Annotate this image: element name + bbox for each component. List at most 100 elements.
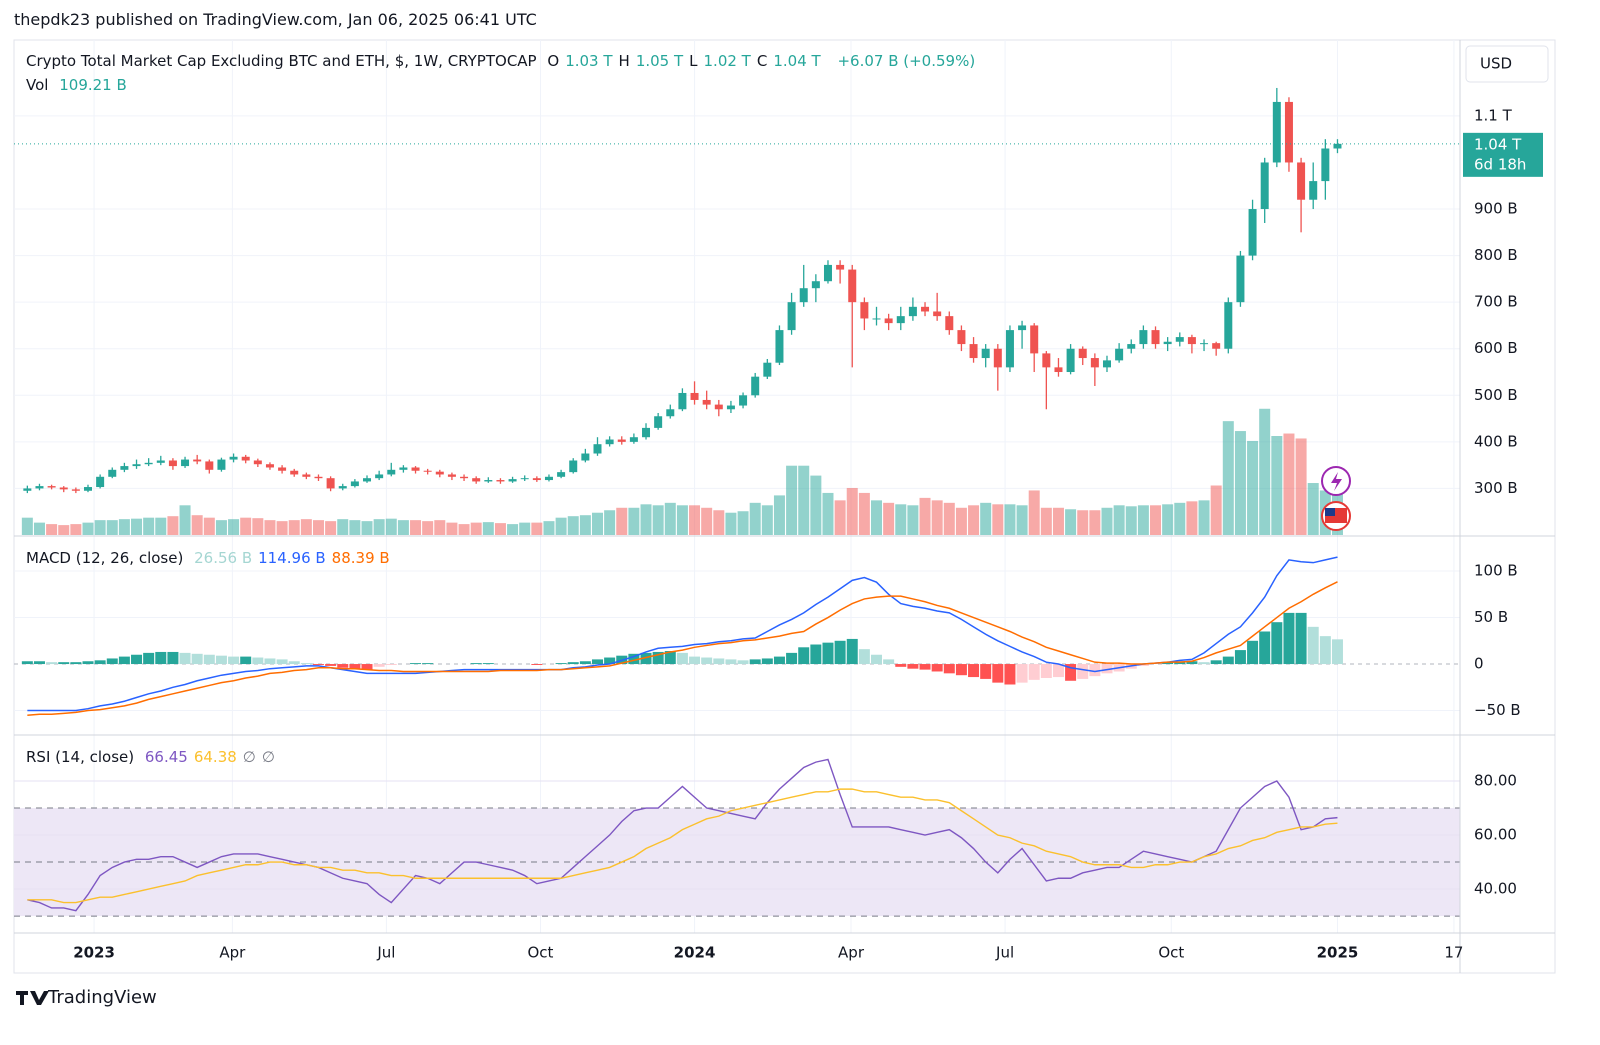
macd-histogram-bar <box>713 658 725 665</box>
volume-bar <box>1150 505 1162 535</box>
macd-histogram-bar <box>215 655 227 665</box>
candle-body <box>120 466 129 470</box>
volume-bar <box>252 518 264 535</box>
volume-bar <box>337 519 349 535</box>
candle-body <box>605 439 614 445</box>
macd-histogram-bar <box>33 661 45 665</box>
volume-bar <box>943 502 955 535</box>
macd-histogram-bar <box>1234 650 1246 665</box>
volume-bar <box>871 500 883 535</box>
candle-body <box>423 470 432 472</box>
macd-histogram-bar <box>361 664 373 670</box>
macd-histogram-bar <box>591 659 603 665</box>
macd-histogram-bar <box>1162 662 1174 665</box>
price-tick-label: 800 B <box>1474 246 1518 264</box>
volume-bar <box>58 525 70 535</box>
volume-bar <box>1259 408 1271 535</box>
volume-bar <box>1004 504 1016 535</box>
ohlc-label: O <box>547 52 560 70</box>
volume-bar <box>373 519 385 535</box>
macd-histogram-bar <box>955 664 967 676</box>
volume-bar <box>470 522 482 535</box>
volume-bar <box>155 517 167 535</box>
candle-body <box>35 486 44 489</box>
macd-histogram-bar <box>773 656 785 665</box>
volume-bar <box>179 505 191 535</box>
macd-histogram-bar <box>567 662 579 665</box>
candle-body <box>496 480 505 482</box>
macd-histogram-bar <box>689 656 701 665</box>
volume-bar <box>1162 504 1174 535</box>
macd-histogram-bar <box>482 663 494 665</box>
macd-histogram-bar <box>1040 664 1052 678</box>
price-tick-label: 500 B <box>1474 386 1518 404</box>
volume-legend: Vol 109.21 B <box>26 75 133 95</box>
candle-body <box>399 467 408 470</box>
volume-bar <box>1295 438 1307 535</box>
volume-bar <box>980 502 992 535</box>
volume-bar <box>1028 490 1040 535</box>
macd-histogram-bar <box>203 654 215 665</box>
volume-bar <box>567 516 579 535</box>
volume-bar <box>203 517 215 535</box>
candle-body <box>193 459 202 462</box>
candle-body <box>690 392 699 400</box>
macd-histogram-bar <box>1259 631 1271 665</box>
macd-histogram-bar <box>822 642 834 665</box>
macd-histogram-bar <box>1004 664 1016 685</box>
volume-bar <box>689 505 701 535</box>
rsi-title: RSI (14, close) <box>26 748 135 766</box>
volume-bar <box>1247 440 1259 535</box>
macd-histogram-bar <box>1137 664 1149 666</box>
candle-body <box>338 486 347 489</box>
candle-body <box>1054 367 1063 373</box>
macd-histogram-bar <box>1016 664 1028 683</box>
candle-body <box>1115 348 1124 361</box>
volume-bar <box>1307 483 1319 535</box>
ohlc-values: O 1.03 T H 1.05 T L 1.02 T C 1.04 T <box>547 52 826 70</box>
macd-histogram-bar <box>155 651 167 665</box>
candle-body <box>642 427 651 438</box>
macd-histogram-bar <box>1295 612 1307 665</box>
ohlc-label: L <box>689 52 698 70</box>
candle-body <box>811 281 820 289</box>
rsi-tick-label: 80.00 <box>1474 772 1517 790</box>
macd-histogram-bar <box>786 652 798 665</box>
volume-bar <box>1222 421 1234 535</box>
volume-bar <box>737 511 749 535</box>
macd-histogram-bar <box>167 651 179 665</box>
volume-bar <box>288 520 300 535</box>
candle-body <box>1297 162 1306 200</box>
candle-body <box>1078 348 1087 359</box>
price-tick-label: 300 B <box>1474 479 1518 497</box>
candle-body <box>1224 302 1233 349</box>
macd-line <box>27 556 1338 712</box>
macd-histogram-bar <box>58 662 70 665</box>
currency-label[interactable]: USD <box>1480 55 1512 73</box>
candle-body <box>472 478 481 482</box>
candle-body <box>714 404 723 410</box>
volume-bar <box>1125 506 1137 535</box>
candle-body <box>1187 337 1196 345</box>
time-tick-label: Apr <box>838 944 865 962</box>
currency-box[interactable] <box>1465 45 1549 83</box>
volume-bar <box>422 521 434 535</box>
volume-bar <box>446 522 458 535</box>
price-tick-label: 400 B <box>1474 432 1518 450</box>
candle-body <box>326 478 335 489</box>
time-tick-label: Oct <box>1158 944 1184 962</box>
chart-frame <box>13 39 1556 974</box>
macd-histogram-bar <box>907 664 919 669</box>
candle-body <box>241 456 250 461</box>
macd-histogram-bar <box>337 664 349 668</box>
macd-histogram-bar <box>1307 626 1319 665</box>
candle-body <box>1030 325 1039 354</box>
candle-body <box>1175 337 1184 342</box>
last-price-box <box>1463 132 1543 177</box>
candle-body <box>945 316 954 331</box>
macd-histogram-bar <box>422 663 434 665</box>
candle-body <box>1309 181 1318 200</box>
candle-body <box>544 476 553 481</box>
volume-bar <box>919 497 931 535</box>
